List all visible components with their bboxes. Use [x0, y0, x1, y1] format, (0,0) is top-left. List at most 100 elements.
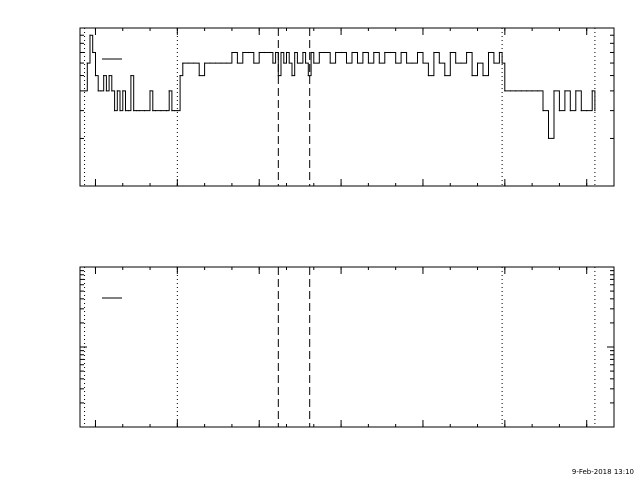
data-point: [575, 90, 577, 92]
data-point: [405, 62, 408, 64]
data-point: [277, 74, 279, 77]
data-point: [179, 74, 181, 77]
data-point: [236, 62, 238, 64]
data-point: [307, 74, 309, 77]
data-point: [280, 51, 282, 54]
data-point: [329, 62, 331, 64]
data-point: [564, 90, 566, 92]
data-point: [253, 62, 255, 64]
data-point: [198, 74, 200, 77]
footer-date: 9-Feb-2018 13:10: [572, 468, 634, 476]
data-point: [258, 51, 260, 54]
data-point: [476, 62, 479, 64]
data-point: [165, 110, 168, 112]
data-point: [133, 110, 135, 112]
data-point: [384, 51, 386, 54]
data-point: [269, 51, 271, 54]
data-point: [127, 110, 129, 112]
data-point: [466, 51, 468, 54]
data-point: [395, 62, 397, 64]
data-point: [340, 51, 342, 54]
data-point: [160, 110, 162, 112]
data-point: [111, 90, 113, 92]
data-point: [411, 62, 413, 64]
data-point: [288, 62, 290, 64]
data-point: [103, 74, 105, 77]
data-point: [433, 51, 435, 54]
data-point: [294, 51, 296, 54]
data-point: [113, 110, 116, 112]
data-point: [569, 110, 571, 112]
data-point: [291, 74, 293, 77]
data-point: [135, 110, 138, 112]
data-point: [444, 74, 446, 77]
data-point: [482, 74, 484, 77]
data-point: [373, 51, 375, 54]
data-point: [520, 90, 522, 92]
data-point: [487, 51, 490, 54]
data-point: [105, 90, 107, 92]
data-point: [116, 90, 118, 92]
data-point: [83, 90, 86, 92]
data-point: [214, 62, 217, 64]
data-point: [247, 51, 249, 54]
data-point: [94, 74, 97, 77]
data-point: [351, 51, 353, 54]
data-point: [124, 110, 127, 112]
data-point: [89, 34, 91, 36]
data-point: [580, 110, 582, 112]
data-point: [283, 62, 285, 64]
lo-channel-panel: [79, 27, 615, 187]
data-point: [193, 62, 195, 64]
data-point: [274, 51, 277, 54]
data-point: [526, 90, 528, 92]
data-point: [586, 110, 588, 112]
data-point: [356, 62, 359, 64]
data-point: [176, 110, 178, 112]
data-point: [220, 62, 222, 64]
data-point: [305, 62, 307, 64]
data-point: [335, 51, 337, 54]
data-point: [108, 74, 110, 77]
data-point: [416, 51, 419, 54]
data-point: [149, 90, 151, 92]
data-point: [345, 62, 348, 64]
data-point: [86, 62, 88, 64]
plot-frame: [79, 266, 615, 428]
data-point: [138, 110, 140, 112]
data-point: [531, 90, 533, 92]
data-point: [182, 62, 184, 64]
series-line: [84, 34, 596, 139]
data-point: [509, 90, 511, 92]
data-point: [493, 62, 495, 64]
data-point: [299, 62, 301, 64]
hi-channel-panel: [79, 266, 615, 428]
data-point: [242, 51, 244, 54]
data-point: [536, 90, 539, 92]
data-point: [97, 90, 99, 92]
data-point: [422, 62, 424, 64]
data-point: [122, 90, 124, 92]
data-point: [498, 51, 500, 54]
data-point: [143, 110, 146, 112]
data-point: [594, 110, 596, 112]
data-point: [542, 110, 544, 112]
data-point: [92, 51, 94, 54]
data-point: [367, 62, 369, 64]
data-point: [285, 51, 288, 54]
data-point: [313, 62, 315, 64]
data-point: [460, 62, 462, 64]
data-point: [168, 90, 170, 92]
data-point: [515, 90, 517, 92]
data-point: [302, 51, 304, 54]
data-point: [378, 62, 380, 64]
data-point: [547, 137, 550, 140]
data-point: [264, 51, 266, 54]
data-point: [389, 51, 391, 54]
data-point: [119, 110, 121, 112]
data-point: [427, 74, 430, 77]
data-point: [501, 62, 503, 64]
data-point: [187, 62, 189, 64]
data-point: [324, 51, 326, 54]
